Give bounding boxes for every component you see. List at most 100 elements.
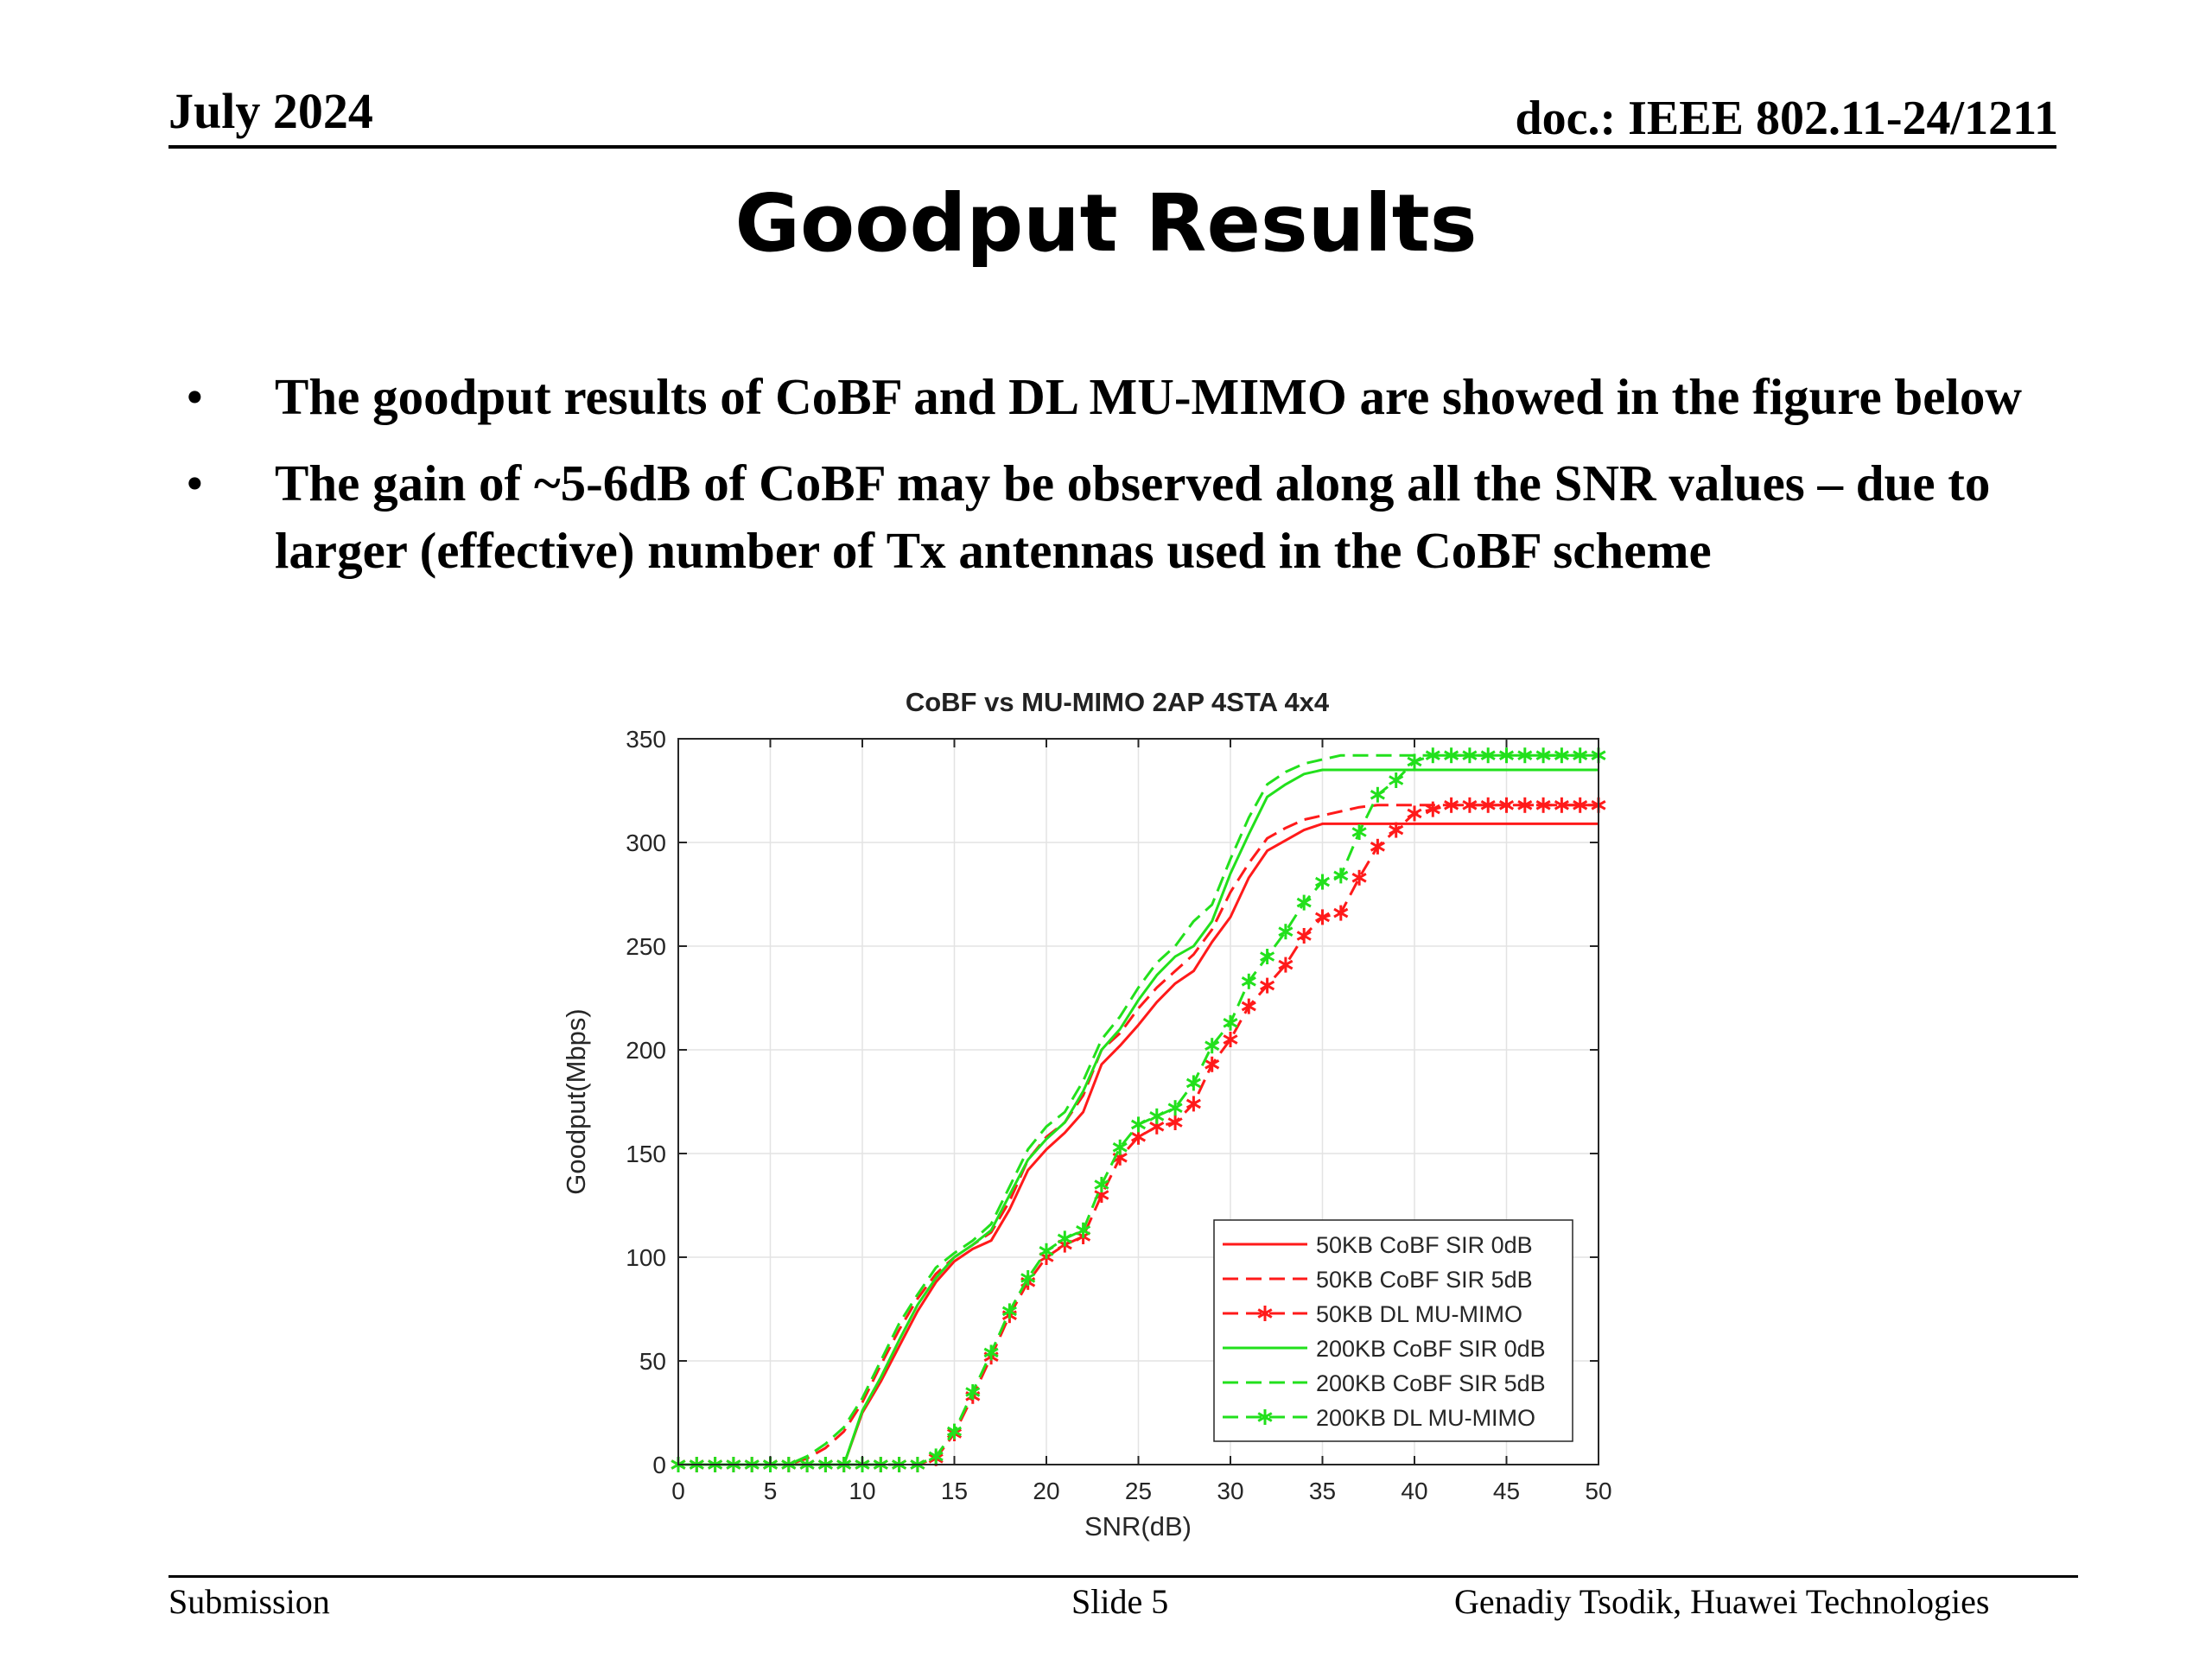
series-3-point bbox=[1462, 797, 1478, 813]
series-6-point bbox=[1057, 1230, 1072, 1247]
series-6-point bbox=[1149, 1108, 1165, 1124]
x-axis-label: SNR(dB) bbox=[1084, 1511, 1192, 1541]
series-6-point bbox=[1370, 786, 1385, 803]
y-tick-label: 250 bbox=[626, 933, 666, 960]
series-3-point bbox=[1554, 797, 1569, 813]
series-3-point bbox=[1407, 805, 1422, 822]
series-6-point bbox=[1389, 772, 1404, 788]
y-axis: 0 50 100 150 200 250 300 350 bbox=[626, 726, 1599, 1478]
bullet-dot: • bbox=[186, 454, 204, 512]
series-6-point bbox=[1039, 1243, 1054, 1259]
series-3-point bbox=[1498, 797, 1515, 813]
series-6-point bbox=[965, 1384, 981, 1400]
series-3-point bbox=[1333, 905, 1349, 921]
series-6-point bbox=[1333, 868, 1349, 884]
series-3-point bbox=[1425, 801, 1440, 817]
series-6-point bbox=[928, 1448, 944, 1465]
series-3-point bbox=[1517, 797, 1533, 813]
series-6-point bbox=[1351, 824, 1367, 840]
series-3-point bbox=[1205, 1056, 1220, 1072]
bullet-item: • The goodput results of CoBF and DL MU-… bbox=[186, 363, 2113, 430]
series-3-point bbox=[1278, 957, 1294, 973]
series-3-point bbox=[1314, 909, 1331, 925]
y-tick-label: 200 bbox=[626, 1037, 666, 1064]
header-rule bbox=[168, 145, 2056, 149]
series-3-point bbox=[1260, 977, 1275, 994]
series-3-point bbox=[1573, 797, 1588, 813]
x-tick-label: 15 bbox=[941, 1478, 968, 1504]
series-6-point bbox=[1223, 1014, 1238, 1031]
series-6-point bbox=[1425, 747, 1440, 764]
series-line-4 bbox=[678, 768, 1599, 1466]
series-3-point bbox=[1167, 1115, 1183, 1130]
series-3-point bbox=[1480, 797, 1496, 813]
series-3-point bbox=[1185, 1096, 1201, 1112]
series-3-point bbox=[1241, 998, 1256, 1014]
x-tick-label: 40 bbox=[1401, 1478, 1427, 1504]
series-6-point bbox=[1444, 747, 1459, 764]
legend-label: 200KB CoBF SIR 0dB bbox=[1316, 1336, 1546, 1362]
y-tick-label: 350 bbox=[626, 726, 666, 753]
x-tick-label: 10 bbox=[849, 1478, 875, 1504]
y-tick-label: 300 bbox=[626, 830, 666, 856]
series-6-point bbox=[1241, 973, 1256, 989]
series-3-point bbox=[1223, 1032, 1238, 1047]
x-tick-label: 30 bbox=[1217, 1478, 1243, 1504]
series-6-point bbox=[1554, 747, 1569, 764]
y-tick-label: 0 bbox=[652, 1452, 666, 1478]
x-tick-label: 50 bbox=[1585, 1478, 1611, 1504]
series-3-point bbox=[1296, 928, 1312, 944]
bullet-text: The gain of ~5-6dB of CoBF may be observ… bbox=[275, 454, 1991, 579]
chart-title: CoBF vs MU-MIMO 2AP 4STA 4x4 bbox=[906, 687, 1330, 717]
series-line-1 bbox=[678, 822, 1599, 1466]
legend-marker bbox=[1257, 1306, 1273, 1321]
series-6-point bbox=[1185, 1075, 1201, 1091]
series-6-point bbox=[1112, 1139, 1128, 1155]
legend-label: 200KB CoBF SIR 5dB bbox=[1316, 1370, 1546, 1396]
series-6-point bbox=[1573, 747, 1588, 764]
footer-submission: Submission bbox=[168, 1582, 330, 1621]
series-6-point bbox=[983, 1344, 999, 1361]
series-6-point bbox=[1130, 1116, 1147, 1133]
y-tick-label: 50 bbox=[639, 1348, 666, 1375]
y-tick-label: 150 bbox=[626, 1141, 666, 1167]
series-6-point bbox=[1407, 753, 1422, 770]
series-6-point bbox=[1001, 1303, 1017, 1319]
series-3-point bbox=[1535, 797, 1551, 813]
bullet-dot: • bbox=[186, 368, 204, 425]
legend-marker bbox=[1257, 1409, 1273, 1425]
series-6-point bbox=[1076, 1222, 1091, 1238]
x-tick-label: 45 bbox=[1493, 1478, 1520, 1504]
footer-slide-number: Slide 5 bbox=[1071, 1582, 1169, 1621]
legend-label: 50KB CoBF SIR 5dB bbox=[1316, 1267, 1533, 1293]
legend-label: 50KB DL MU-MIMO bbox=[1316, 1301, 1522, 1327]
legend-label: 200KB DL MU-MIMO bbox=[1316, 1405, 1535, 1431]
series-6-point bbox=[1517, 747, 1533, 764]
x-tick-label: 20 bbox=[1033, 1478, 1059, 1504]
x-tick-label: 0 bbox=[671, 1478, 685, 1504]
chart-series bbox=[671, 747, 1606, 1472]
goodput-chart: CoBF vs MU-MIMO 2AP 4STA 4x4 0 5 10 15 20 25 3… bbox=[561, 687, 1612, 1541]
series-6-point bbox=[1535, 747, 1551, 764]
series-6-point bbox=[1167, 1100, 1183, 1116]
header-doc-number: doc.: IEEE 802.11-24/1211 bbox=[1515, 92, 2058, 145]
series-6-point bbox=[1094, 1177, 1109, 1192]
legend-label: 50KB CoBF SIR 0dB bbox=[1316, 1232, 1533, 1258]
legend-box bbox=[1213, 1219, 1573, 1442]
bullet-item: • The gain of ~5-6dB of CoBF may be obse… bbox=[186, 449, 2113, 584]
y-axis-label: Goodput(Mbps) bbox=[561, 1008, 591, 1194]
series-6-point bbox=[1260, 949, 1275, 964]
y-tick-label: 100 bbox=[626, 1244, 666, 1271]
header-date: July 2024 bbox=[168, 83, 373, 139]
chart-legend: 50KB CoBF SIR 0dB 50KB CoBF SIR 5dB 50KB D… bbox=[1213, 1219, 1573, 1442]
series-6-point bbox=[1296, 894, 1312, 911]
footer-rule bbox=[168, 1575, 2078, 1578]
series-6-point bbox=[1462, 747, 1478, 764]
series-3-point bbox=[1351, 869, 1367, 886]
series-3-point bbox=[1370, 838, 1385, 855]
series-6-point bbox=[1205, 1038, 1220, 1054]
x-tick-label: 25 bbox=[1125, 1478, 1152, 1504]
series-6-point bbox=[946, 1423, 963, 1440]
bullet-text: The goodput results of CoBF and DL MU-MI… bbox=[275, 368, 2022, 425]
series-6-point bbox=[1020, 1270, 1036, 1286]
